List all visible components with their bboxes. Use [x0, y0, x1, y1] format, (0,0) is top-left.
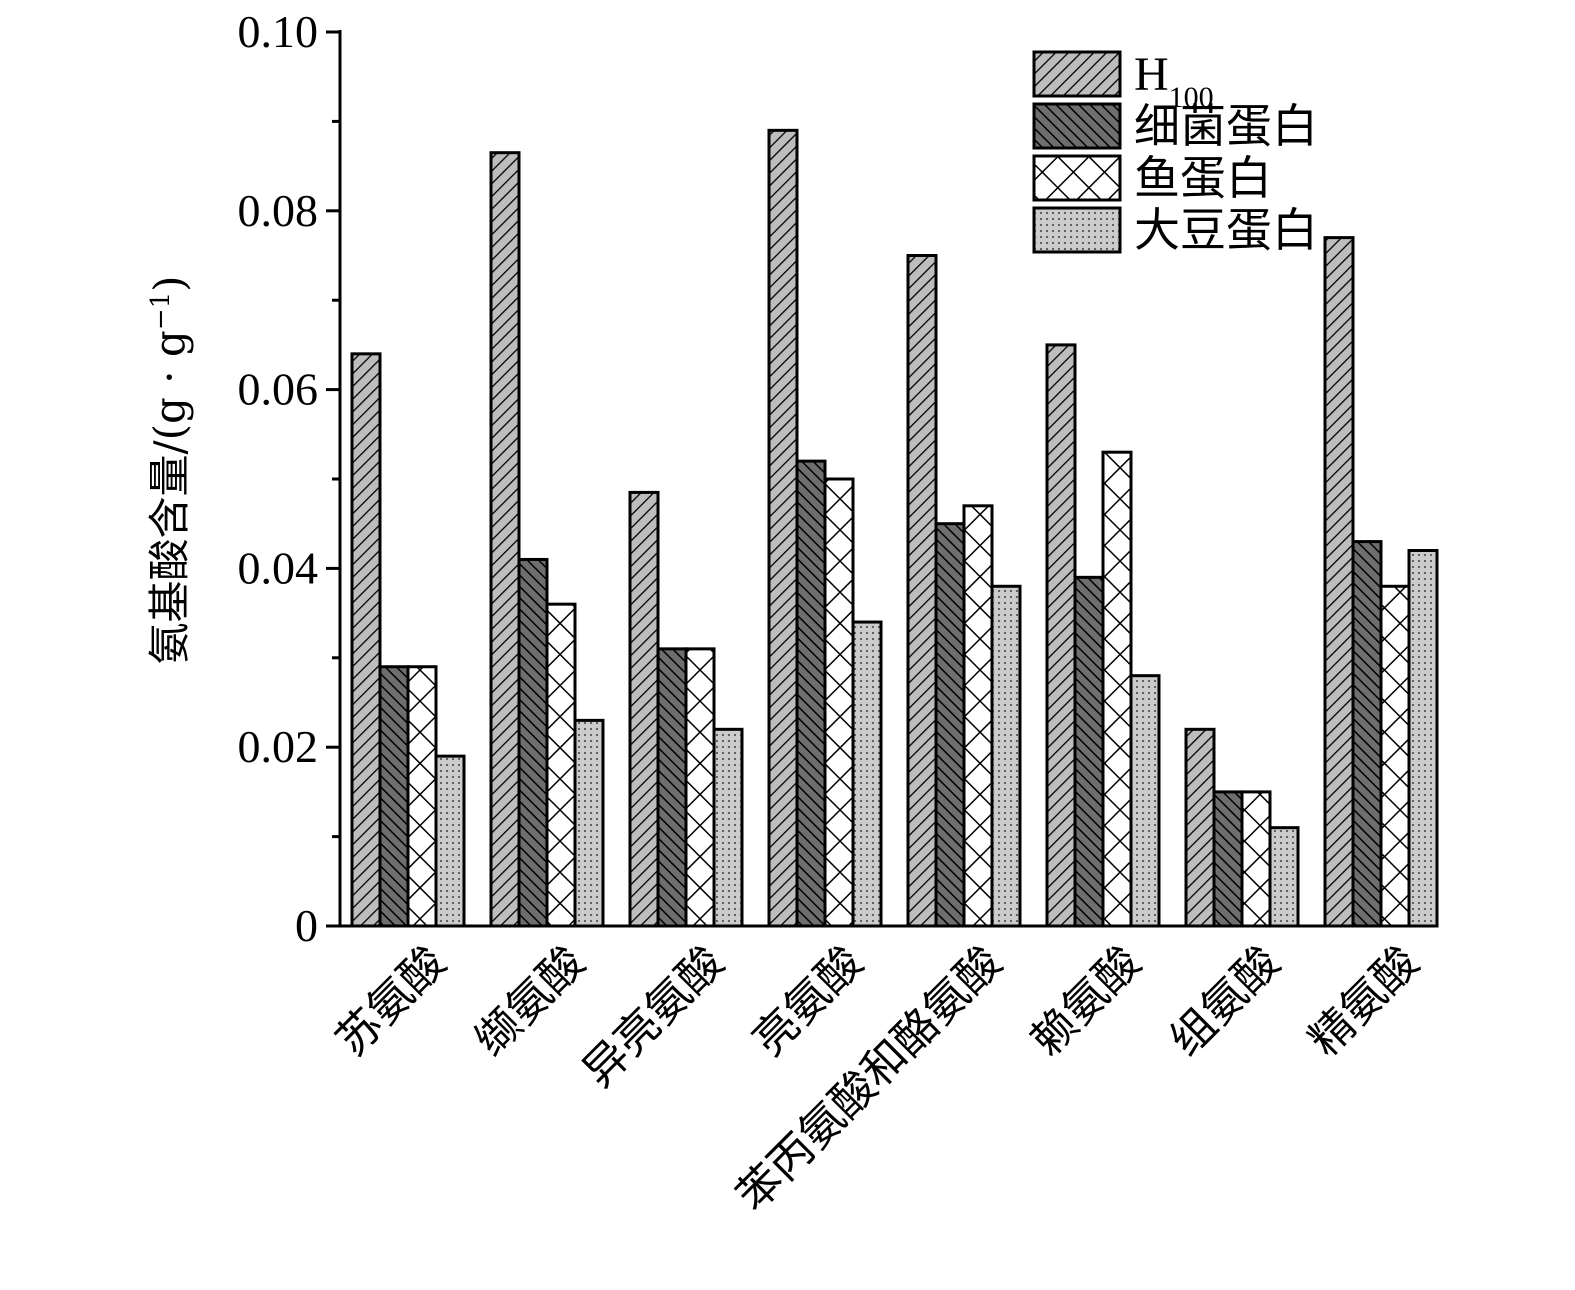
y-ticks-layer: 0 0.02 0.04 0.06 0.08 0.10 [238, 6, 340, 951]
x-category-label: 赖氨酸 [1021, 937, 1150, 1066]
bar-2-7 [1212, 790, 1244, 928]
y-tick-label: 0.10 [238, 6, 319, 57]
bar-4-8 [1407, 549, 1439, 928]
bar-3-1 [406, 665, 438, 928]
bar-3-6 [1101, 450, 1133, 928]
y-axis-title: 氨基酸含量/(g · g−1) [145, 275, 194, 664]
bar-1-7 [1184, 727, 1216, 928]
legend-label-main: H [1134, 48, 1169, 101]
bar-2-5 [934, 522, 966, 928]
x-category-label: 苯丙氨酸和酪氨酸 [727, 937, 1012, 1222]
bar-3-7 [1240, 790, 1272, 928]
bar-1-2 [489, 151, 521, 928]
bars-layer [350, 128, 1439, 928]
bar-3-3 [684, 647, 716, 928]
y-tick-label: 0.08 [238, 185, 319, 236]
x-category-label: 异亮氨酸 [573, 937, 734, 1098]
legend-label-sub: 100 [1169, 81, 1214, 114]
legend-label-2: 细菌蛋白 [1134, 99, 1318, 153]
bar-1-5 [906, 254, 938, 928]
bar-2-4 [795, 459, 827, 928]
bar-1-1 [350, 352, 382, 928]
bar-1-6 [1045, 343, 1077, 928]
bar-2-1 [378, 665, 410, 928]
legend-swatch-2 [1032, 102, 1122, 150]
bar-1-4 [767, 128, 799, 928]
bar-3-8 [1379, 584, 1411, 928]
legend-label-1: H100 [1134, 48, 1214, 114]
bar-4-7 [1268, 826, 1300, 928]
legend-label-4: 大豆蛋白 [1134, 203, 1318, 257]
y-tick-label: 0 [295, 900, 318, 951]
x-category-label: 亮氨酸 [743, 937, 872, 1066]
x-category-label: 苏氨酸 [326, 937, 455, 1066]
bar-3-2 [545, 602, 577, 928]
bar-4-5 [990, 584, 1022, 928]
legend-swatch-4 [1032, 206, 1122, 254]
bar-4-1 [434, 754, 466, 928]
y-tick-label: 0.04 [238, 542, 319, 593]
x-category-label: 缬氨酸 [465, 937, 594, 1066]
y-axis-title-sup: −1 [146, 292, 176, 330]
bar-2-2 [517, 557, 549, 928]
bar-2-6 [1073, 575, 1105, 928]
legend-label-3: 鱼蛋白 [1134, 151, 1272, 205]
y-axis-title-main: 氨基酸含量/(g · g [145, 330, 194, 664]
bar-2-3 [656, 647, 688, 928]
bar-4-3 [712, 727, 744, 928]
bar-4-2 [573, 718, 605, 928]
bar-3-4 [823, 477, 855, 928]
bar-1-8 [1323, 236, 1355, 928]
bar-4-4 [851, 620, 883, 928]
y-tick-label: 0.02 [238, 721, 319, 772]
legend-swatch-1 [1032, 50, 1122, 98]
x-category-label: 组氨酸 [1160, 937, 1289, 1066]
y-axis-title-end: ) [145, 275, 194, 291]
legend-swatch-3 [1032, 154, 1122, 202]
bar-2-8 [1351, 540, 1383, 928]
bar-1-3 [628, 490, 660, 928]
bar-4-6 [1129, 674, 1161, 928]
x-category-label: 精氨酸 [1299, 937, 1428, 1066]
bar-3-5 [962, 504, 994, 928]
svg-text:氨基酸含量/(g · g−1): 氨基酸含量/(g · g−1) [145, 275, 194, 664]
y-tick-label: 0.06 [238, 364, 319, 415]
